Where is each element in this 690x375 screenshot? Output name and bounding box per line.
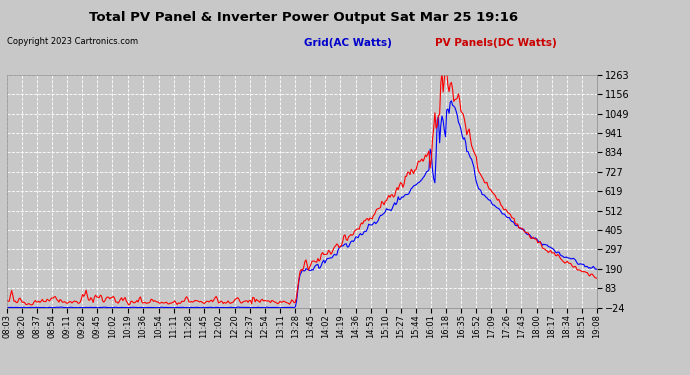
Text: PV Panels(DC Watts): PV Panels(DC Watts) xyxy=(435,38,556,48)
Text: Total PV Panel & Inverter Power Output Sat Mar 25 19:16: Total PV Panel & Inverter Power Output S… xyxy=(89,11,518,24)
Text: Copyright 2023 Cartronics.com: Copyright 2023 Cartronics.com xyxy=(7,38,138,46)
Text: Grid(AC Watts): Grid(AC Watts) xyxy=(304,38,391,48)
